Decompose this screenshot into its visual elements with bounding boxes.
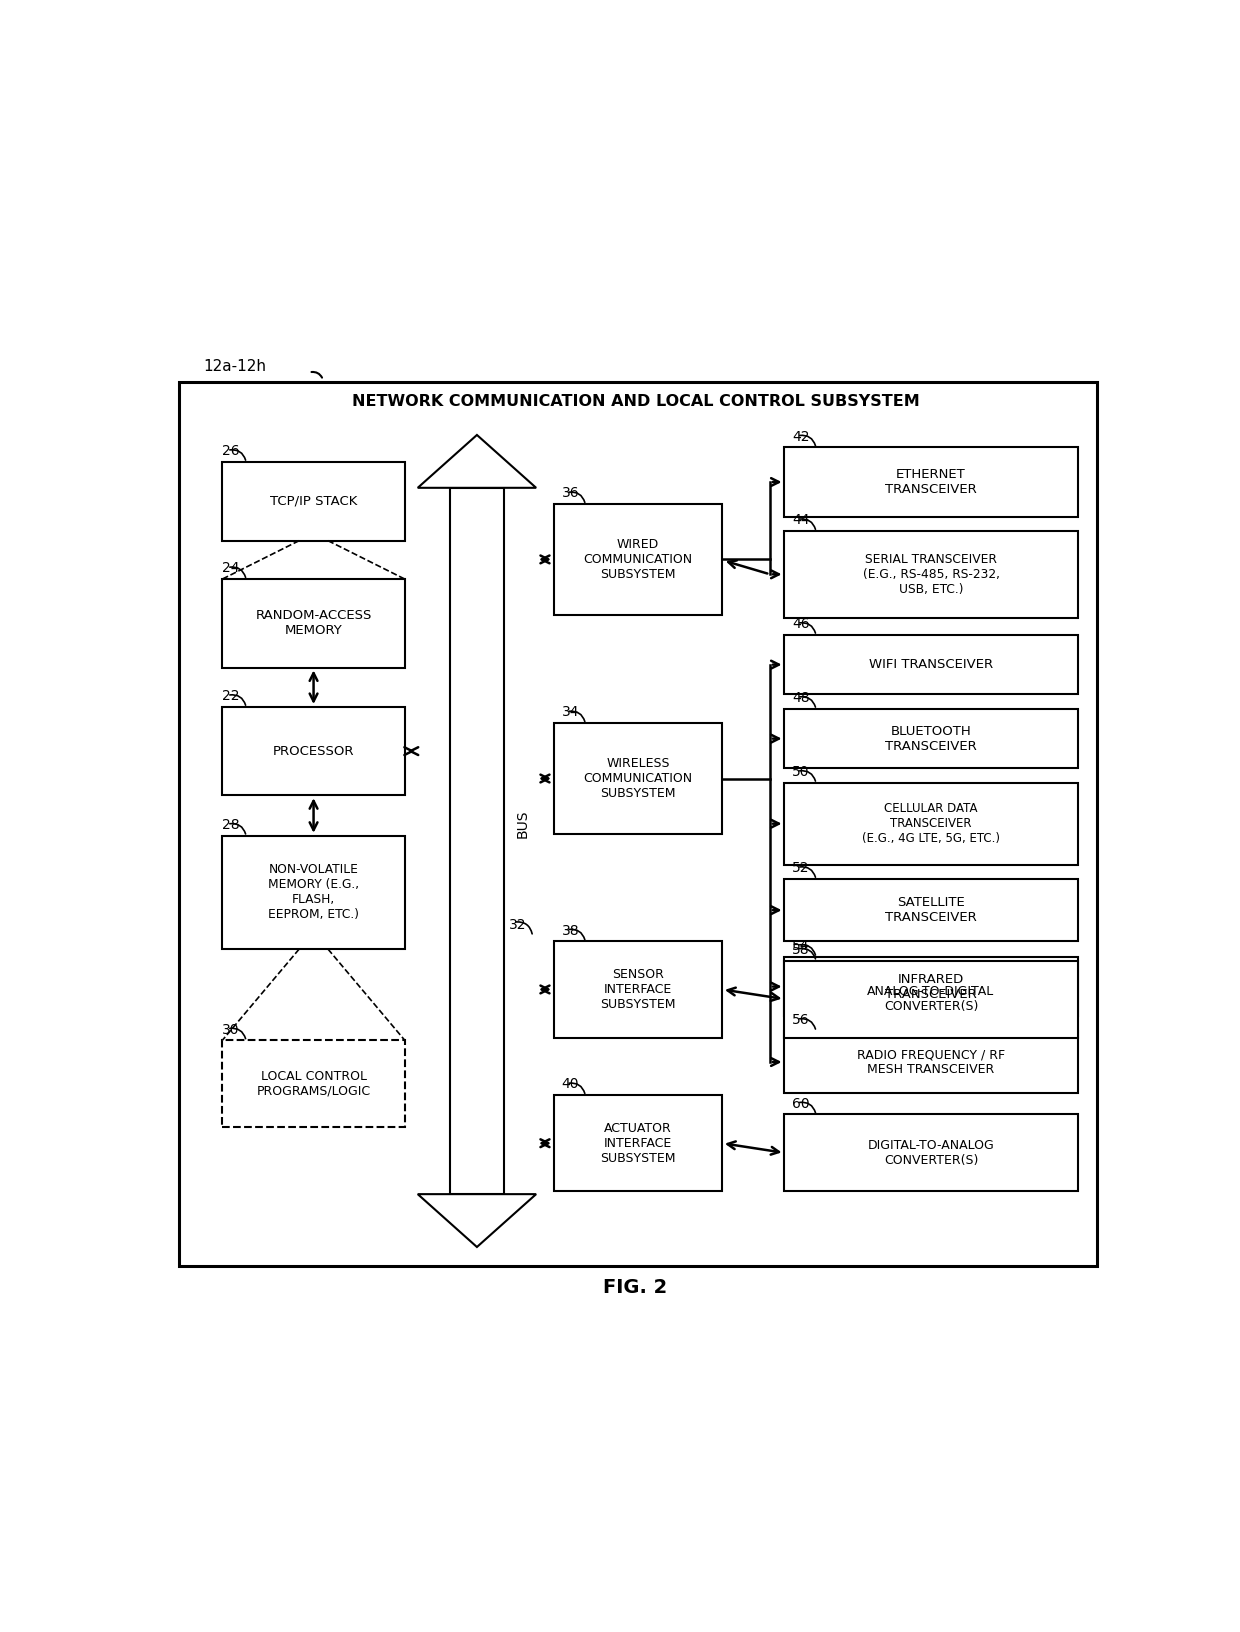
Text: WIRELESS
COMMUNICATION
SUBSYSTEM: WIRELESS COMMUNICATION SUBSYSTEM (583, 757, 692, 800)
Text: 36: 36 (562, 486, 579, 501)
Text: ACTUATOR
INTERFACE
SUBSYSTEM: ACTUATOR INTERFACE SUBSYSTEM (600, 1121, 676, 1165)
Text: 24: 24 (222, 561, 239, 574)
Text: SENSOR
INTERFACE
SUBSYSTEM: SENSOR INTERFACE SUBSYSTEM (600, 968, 676, 1010)
FancyBboxPatch shape (554, 942, 722, 1038)
Text: 48: 48 (792, 690, 810, 705)
Text: ETHERNET
TRANSCEIVER: ETHERNET TRANSCEIVER (885, 468, 977, 496)
Text: TCP/IP STACK: TCP/IP STACK (270, 494, 357, 508)
Text: 52: 52 (792, 862, 810, 875)
Text: 34: 34 (562, 705, 579, 720)
Text: 22: 22 (222, 689, 239, 703)
Polygon shape (418, 436, 536, 488)
Text: 26: 26 (222, 444, 239, 459)
Text: 40: 40 (562, 1077, 579, 1092)
FancyBboxPatch shape (785, 880, 1078, 942)
Text: NETWORK COMMUNICATION AND LOCAL CONTROL SUBSYSTEM: NETWORK COMMUNICATION AND LOCAL CONTROL … (352, 393, 919, 410)
FancyBboxPatch shape (785, 783, 1078, 865)
Text: 32: 32 (508, 917, 526, 932)
FancyBboxPatch shape (785, 956, 1078, 1017)
Text: BUS: BUS (516, 809, 529, 839)
FancyBboxPatch shape (785, 961, 1078, 1038)
Text: CELLULAR DATA
TRANSCEIVER
(E.G., 4G LTE, 5G, ETC.): CELLULAR DATA TRANSCEIVER (E.G., 4G LTE,… (862, 803, 999, 845)
Text: 42: 42 (792, 429, 810, 444)
FancyBboxPatch shape (554, 723, 722, 834)
FancyBboxPatch shape (222, 707, 404, 795)
Text: DIGITAL-TO-ANALOG
CONVERTER(S): DIGITAL-TO-ANALOG CONVERTER(S) (868, 1139, 994, 1167)
Text: LOCAL CONTROL
PROGRAMS/LOGIC: LOCAL CONTROL PROGRAMS/LOGIC (257, 1069, 371, 1098)
Text: 56: 56 (792, 1013, 810, 1027)
Bar (450, 488, 503, 1195)
FancyBboxPatch shape (785, 1115, 1078, 1191)
FancyBboxPatch shape (785, 708, 1078, 769)
FancyBboxPatch shape (785, 447, 1078, 517)
FancyBboxPatch shape (222, 462, 404, 540)
FancyBboxPatch shape (222, 579, 404, 667)
Text: 30: 30 (222, 1023, 239, 1036)
Polygon shape (418, 1195, 536, 1247)
Text: 50: 50 (792, 765, 810, 778)
Text: 28: 28 (222, 818, 239, 832)
FancyBboxPatch shape (222, 1040, 404, 1126)
FancyBboxPatch shape (785, 635, 1078, 695)
FancyBboxPatch shape (785, 1031, 1078, 1093)
Text: PROCESSOR: PROCESSOR (273, 744, 355, 757)
FancyBboxPatch shape (554, 1095, 722, 1191)
Text: INFRARED
TRANSCEIVER: INFRARED TRANSCEIVER (885, 973, 977, 1000)
FancyBboxPatch shape (785, 530, 1078, 617)
Text: 44: 44 (792, 512, 810, 527)
FancyBboxPatch shape (222, 836, 404, 950)
Text: RADIO FREQUENCY / RF
MESH TRANSCEIVER: RADIO FREQUENCY / RF MESH TRANSCEIVER (857, 1048, 1006, 1075)
Text: 54: 54 (792, 938, 810, 953)
FancyBboxPatch shape (179, 382, 1096, 1266)
Text: RANDOM-ACCESS
MEMORY: RANDOM-ACCESS MEMORY (255, 609, 372, 638)
Text: 58: 58 (792, 943, 810, 956)
Text: ANALOG-TO-DIGITAL
CONVERTER(S): ANALOG-TO-DIGITAL CONVERTER(S) (868, 986, 994, 1013)
Text: BLUETOOTH
TRANSCEIVER: BLUETOOTH TRANSCEIVER (885, 725, 977, 752)
Text: 12a-12h: 12a-12h (203, 359, 267, 374)
Text: WIRED
COMMUNICATION
SUBSYSTEM: WIRED COMMUNICATION SUBSYSTEM (583, 539, 692, 581)
Text: SATELLITE
TRANSCEIVER: SATELLITE TRANSCEIVER (885, 896, 977, 924)
Text: NON-VOLATILE
MEMORY (E.G.,
FLASH,
EEPROM, ETC.): NON-VOLATILE MEMORY (E.G., FLASH, EEPROM… (268, 863, 360, 922)
Text: WIFI TRANSCEIVER: WIFI TRANSCEIVER (869, 658, 993, 671)
Text: 46: 46 (792, 617, 810, 632)
Text: 38: 38 (562, 924, 579, 937)
Text: FIG. 2: FIG. 2 (604, 1278, 667, 1297)
Text: SERIAL TRANSCEIVER
(E.G., RS-485, RS-232,
USB, ETC.): SERIAL TRANSCEIVER (E.G., RS-485, RS-232… (863, 553, 999, 596)
Text: 60: 60 (792, 1097, 810, 1110)
FancyBboxPatch shape (554, 504, 722, 615)
